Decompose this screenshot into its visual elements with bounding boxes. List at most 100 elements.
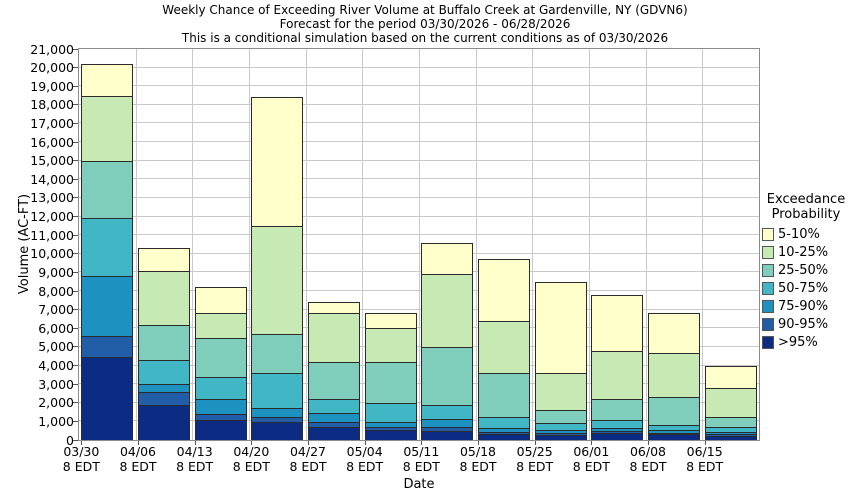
x-tick bbox=[421, 441, 423, 445]
x-tick-time: 8 EDT bbox=[572, 459, 610, 474]
bar-segment bbox=[81, 218, 134, 277]
chart-note: This is a conditional simulation based o… bbox=[181, 31, 669, 45]
x-tick-date: 06/15 bbox=[686, 444, 723, 459]
bar-segment bbox=[421, 418, 474, 427]
x-tick bbox=[478, 441, 479, 445]
y-tick-label: 4,000 bbox=[38, 358, 74, 374]
y-tick-label: 6,000 bbox=[38, 320, 74, 336]
bar-segment bbox=[591, 430, 644, 434]
y-tick-label: 16,000 bbox=[30, 134, 74, 150]
bar-segment bbox=[648, 313, 700, 353]
bar-segment bbox=[138, 270, 190, 325]
x-tick-time: 8 EDT bbox=[402, 459, 440, 474]
x-tick-time: 8 EDT bbox=[346, 459, 384, 474]
bar-segment bbox=[251, 416, 304, 423]
bar-segment bbox=[704, 426, 757, 432]
bar-segment bbox=[81, 160, 134, 219]
bar-segment bbox=[534, 410, 587, 424]
bar-segment bbox=[648, 432, 700, 435]
gridline-vertical bbox=[249, 49, 250, 440]
x-tick-date: 04/20 bbox=[233, 444, 270, 459]
x-tick-time: 8 EDT bbox=[686, 459, 724, 474]
bar-segment bbox=[534, 423, 587, 430]
legend-title-line2: Probability bbox=[771, 207, 841, 222]
legend-swatch bbox=[762, 227, 774, 241]
bar-segment bbox=[251, 333, 304, 373]
bar-segment bbox=[251, 408, 304, 417]
bar-segment bbox=[81, 276, 134, 336]
bar-segment bbox=[534, 432, 587, 435]
y-tick-label: 14,000 bbox=[30, 171, 74, 187]
bar-segment bbox=[138, 384, 190, 392]
x-tick-label: 04/13 8 EDT bbox=[166, 444, 224, 474]
x-tick-time: 8 EDT bbox=[119, 459, 157, 474]
bar-segment bbox=[251, 97, 304, 226]
x-tick bbox=[251, 441, 253, 445]
bar-segment bbox=[251, 372, 304, 409]
x-tick-label: 06/08 8 EDT bbox=[619, 444, 677, 474]
x-tick bbox=[534, 441, 536, 445]
bar-segment bbox=[648, 434, 700, 440]
x-tick-date: 04/13 bbox=[176, 444, 213, 459]
bar-segment bbox=[478, 427, 530, 432]
bar-segment bbox=[704, 387, 757, 417]
legend-swatch bbox=[762, 281, 774, 295]
bar-segment bbox=[591, 427, 644, 431]
bar-segment bbox=[138, 324, 190, 360]
bar-segment bbox=[364, 361, 417, 403]
x-tick-date: 06/08 bbox=[629, 444, 667, 459]
x-tick-time: 8 EDT bbox=[232, 459, 270, 474]
y-tick-label: 5,000 bbox=[38, 339, 74, 355]
legend-items: 5-10% 10-25% 25-50% 50-75% 75-90% 90-95% >95% bbox=[762, 225, 850, 351]
y-tick-label: 7,000 bbox=[38, 302, 74, 318]
y-tick-label: 0 bbox=[66, 432, 74, 448]
bar-segment bbox=[421, 346, 474, 405]
gridline-vertical bbox=[702, 49, 704, 440]
bar-segment bbox=[421, 242, 474, 275]
bar-segment bbox=[138, 248, 190, 271]
bar-segment bbox=[308, 422, 360, 427]
bar-segment bbox=[421, 430, 474, 440]
y-tick-label: 2,000 bbox=[38, 395, 74, 411]
x-axis-title: Date bbox=[403, 477, 435, 492]
x-tick bbox=[648, 441, 649, 445]
bar-segment bbox=[704, 416, 757, 427]
bar-segment bbox=[308, 361, 360, 400]
bar-segment bbox=[478, 259, 530, 321]
bar-segment bbox=[534, 434, 587, 440]
legend-item: 50-75% bbox=[762, 279, 850, 297]
y-tick-label: 17,000 bbox=[30, 115, 74, 131]
x-tick-time: 8 EDT bbox=[62, 459, 100, 474]
legend-label: 50-75% bbox=[778, 280, 829, 296]
x-tick-date: 03/30 bbox=[63, 444, 100, 459]
gridline-vertical bbox=[589, 49, 590, 440]
gridline-vertical bbox=[475, 49, 477, 440]
bar-segment bbox=[138, 391, 190, 405]
x-tick-label: 05/04 8 EDT bbox=[336, 444, 394, 474]
gridline-vertical bbox=[305, 49, 307, 440]
bar-segment bbox=[138, 404, 190, 440]
bar-segment bbox=[308, 313, 360, 362]
bar-segment bbox=[194, 313, 247, 338]
bar-segment bbox=[421, 404, 474, 419]
x-tick-time: 8 EDT bbox=[629, 459, 667, 474]
legend-swatch bbox=[762, 317, 774, 331]
bar-segment bbox=[194, 337, 247, 377]
legend-label: 25-50% bbox=[778, 262, 829, 278]
bar-segment bbox=[194, 399, 247, 414]
legend-item: 25-50% bbox=[762, 261, 850, 279]
bar-segment bbox=[364, 328, 417, 362]
x-tick bbox=[591, 441, 593, 445]
legend-swatch bbox=[762, 263, 774, 277]
bar-segment bbox=[648, 425, 700, 430]
bar-segment bbox=[478, 434, 530, 440]
x-tick bbox=[81, 441, 83, 445]
legend-label: >95% bbox=[778, 334, 818, 350]
chart-title: Weekly Chance of Exceeding River Volume … bbox=[162, 3, 688, 17]
bar-segment bbox=[648, 429, 700, 433]
x-tick-label: 04/27 8 EDT bbox=[279, 444, 337, 474]
y-axis-title: Volume (AC-FT) bbox=[17, 193, 32, 295]
bar-segment bbox=[138, 359, 190, 385]
x-tick-label: 05/25 8 EDT bbox=[506, 444, 564, 474]
bar-segment bbox=[534, 281, 587, 373]
